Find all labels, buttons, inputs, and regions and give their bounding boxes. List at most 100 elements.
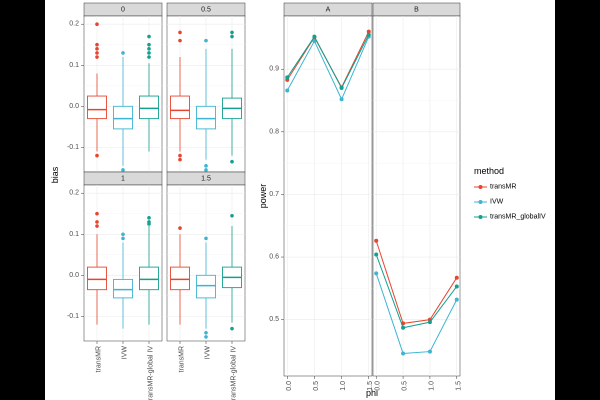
box-outlier-point (147, 55, 151, 59)
x-tick-label: 1.0 (340, 381, 347, 391)
box-outlier-point (121, 236, 125, 241)
y-tick-label: 0.2 (69, 21, 79, 28)
x-tick-label: 0.5 (402, 381, 409, 391)
y-tick-label: 0.0 (69, 272, 79, 279)
box-outlier-point (230, 34, 234, 39)
facet-strip-label: 0.5 (201, 7, 211, 14)
facet-strip-label: 1 (121, 176, 125, 183)
box-iqr (139, 266, 159, 291)
box-outlier-point (230, 30, 234, 35)
box-outlier-point (178, 38, 182, 43)
facet-strip-label: B (414, 7, 419, 14)
series-line (375, 254, 458, 329)
facet-strip-label: 0 (121, 7, 125, 14)
series-point (312, 39, 317, 44)
box-outlier-point (95, 51, 99, 55)
y-tick-label: -0.1 (67, 313, 79, 320)
box-outlier-point (95, 220, 99, 224)
box-outlier-point (95, 47, 99, 51)
y-axis-title-power: power (258, 184, 268, 209)
box-outlier-point (204, 164, 208, 168)
series-point (401, 325, 406, 330)
box-outlier-point (178, 153, 182, 158)
series-point (454, 284, 459, 289)
box-outlier-point (204, 236, 208, 241)
box-outlier-point (121, 232, 125, 237)
box-iqr (87, 266, 107, 291)
y-tick-label: 0.8 (269, 128, 279, 135)
series-point (427, 320, 432, 325)
box-outlier-point (230, 213, 234, 218)
legend-key-point (478, 200, 483, 204)
box-outlier-point (204, 335, 208, 339)
box-outlier-point (147, 216, 151, 220)
series-point (366, 32, 371, 37)
series-point (374, 238, 379, 243)
x-tick-label: transMR (96, 346, 103, 372)
x-tick-label: 1.0 (428, 381, 435, 391)
y-tick-label: 0.6 (269, 254, 279, 261)
box-iqr (196, 274, 216, 299)
y-tick-label: 0.9 (269, 66, 279, 73)
x-tick-label: 0.0 (375, 381, 382, 391)
y-tick-label: 0.0 (69, 103, 79, 110)
box-outlier-point (204, 38, 208, 43)
x-tick-label: IVW (205, 346, 212, 360)
series-point (312, 34, 317, 39)
legend-title: method (474, 166, 504, 176)
series-point (454, 275, 459, 280)
box-iqr (139, 95, 159, 120)
series-point (427, 349, 432, 354)
series-point (339, 86, 344, 90)
series-point (285, 75, 290, 80)
box-outlier-point (147, 47, 151, 51)
box-outlier-point (95, 42, 99, 47)
series-point (366, 29, 371, 34)
facet-strip-label: A (326, 7, 331, 14)
box-iqr (170, 266, 190, 291)
y-tick-label: 0.1 (69, 231, 79, 238)
y-axis-title-bias: bias (50, 166, 60, 183)
series-point (285, 88, 290, 93)
legend-label: transMR_globalIV (490, 214, 546, 221)
panel-background (372, 15, 461, 377)
series-line (286, 34, 370, 90)
box-outlier-point (230, 159, 234, 164)
x-tick-label: transMR (179, 346, 186, 372)
x-tick-label: 0.5 (313, 381, 320, 391)
y-tick-label: 0.2 (69, 190, 79, 197)
box-outlier-point (230, 326, 234, 331)
legend-label: transMR (490, 184, 516, 191)
y-tick-label: 0.7 (269, 191, 279, 198)
facet-strip-label: 1.5 (201, 176, 211, 183)
box-outlier-point (95, 224, 99, 228)
x-axis-title-phi: phi (366, 388, 378, 398)
box-iqr (196, 105, 216, 130)
series-line (375, 273, 458, 354)
box-outlier-point (178, 157, 182, 162)
y-tick-label: 0.1 (69, 62, 79, 69)
box-outlier-point (204, 168, 208, 172)
series-point (374, 271, 379, 276)
box-outlier-point (121, 51, 125, 55)
x-tick-label: transMR-global IV (231, 346, 238, 400)
box-outlier-point (147, 42, 151, 47)
x-tick-label: 1.5 (455, 381, 462, 391)
box-outlier-point (121, 168, 125, 172)
series-point (339, 97, 344, 102)
box-outlier-point (95, 22, 99, 27)
series-point (374, 252, 379, 257)
x-tick-label: IVW (122, 346, 129, 360)
x-tick-label: transMR-global IV (148, 346, 155, 400)
y-tick-label: 0.5 (269, 316, 279, 323)
box-outlier-point (147, 222, 151, 226)
box-iqr (170, 95, 190, 120)
box-iqr (113, 105, 133, 130)
x-tick-label: 1.5 (367, 381, 374, 391)
series-line (286, 36, 370, 101)
box-outlier-point (95, 55, 99, 59)
series-point (401, 351, 406, 356)
y-tick-label: -0.1 (67, 144, 79, 151)
